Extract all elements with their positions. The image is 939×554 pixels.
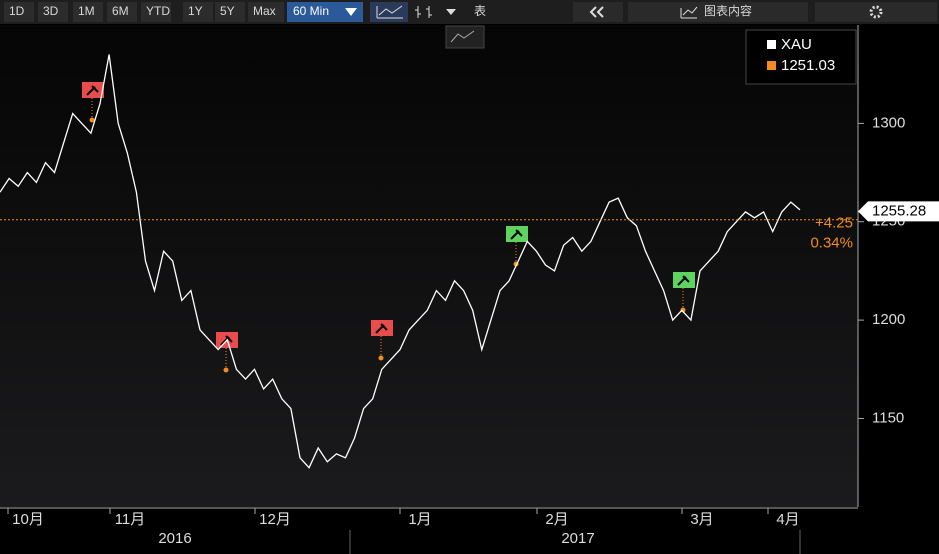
legend-value: 1251.03 <box>781 57 835 74</box>
range-button[interactable] <box>183 2 213 22</box>
x-tick-label: 12月 <box>259 511 291 528</box>
range-button[interactable] <box>215 2 245 22</box>
range-label[interactable]: 1M <box>78 4 95 18</box>
dropdown-arrow <box>345 8 357 16</box>
legend <box>745 29 857 85</box>
range-button[interactable] <box>248 2 284 22</box>
x-axis-band <box>0 508 858 554</box>
legend-label: XAU <box>781 36 812 53</box>
collapse-icon <box>589 6 604 18</box>
range-label[interactable]: 1D <box>9 4 25 18</box>
x-tick-label: 2月 <box>545 511 568 528</box>
flag-dot <box>223 367 229 373</box>
chart-icon <box>376 5 403 19</box>
chart-type-button[interactable] <box>370 2 408 22</box>
settings-button[interactable] <box>815 2 937 22</box>
last-price-tag <box>858 201 939 222</box>
range-button[interactable] <box>38 2 68 22</box>
range-button[interactable] <box>141 2 171 22</box>
x-tick-label: 11月 <box>115 511 146 528</box>
change: +4.25 <box>815 215 853 232</box>
change-pct: 0.34% <box>810 235 853 252</box>
study-icon <box>450 30 475 43</box>
x-tick-label: 3月 <box>690 511 713 528</box>
range-label[interactable]: YTD <box>146 4 170 18</box>
legend-swatch <box>767 61 776 70</box>
range-button[interactable] <box>4 2 34 22</box>
bars-icon[interactable] <box>415 6 432 18</box>
x-tick-label: 10月 <box>12 511 44 528</box>
flag-icon <box>86 85 99 96</box>
interval-label[interactable]: 60 Min <box>293 4 329 18</box>
flag-icon <box>510 229 523 240</box>
range-label[interactable]: 6M <box>112 4 129 18</box>
year-label: 2017 <box>561 530 594 547</box>
chart-content-button[interactable] <box>628 2 808 22</box>
flag-icon <box>375 323 388 334</box>
range-button[interactable] <box>107 2 137 22</box>
price-line <box>0 54 801 469</box>
flag-icon <box>220 335 233 346</box>
chart-content-label[interactable]: 图表内容 <box>704 3 752 18</box>
settings-icon <box>869 5 883 19</box>
range-label[interactable]: 5Y <box>220 4 235 18</box>
flag-dot <box>378 355 384 361</box>
legend-swatch <box>767 40 776 49</box>
plot-area <box>0 25 858 507</box>
range-label[interactable]: 1Y <box>188 4 203 18</box>
flag-dot <box>89 117 95 123</box>
content-icon <box>680 6 698 19</box>
range-button[interactable] <box>73 2 103 22</box>
flag-icon <box>677 275 690 286</box>
x-tick-label: 4月 <box>776 511 799 528</box>
range-label[interactable]: Max <box>253 4 276 18</box>
y-tick-label: 1300 <box>872 114 905 131</box>
interval-button[interactable] <box>287 2 363 22</box>
y-tick-label: 1200 <box>872 311 905 328</box>
range-label[interactable]: 3D <box>43 4 59 18</box>
x-tick-label: 1月 <box>408 511 431 528</box>
y-tick-label: 1150 <box>872 409 904 426</box>
year-label: 2016 <box>158 530 191 547</box>
last-price: 1255.28 <box>872 202 926 219</box>
dropdown-arrow[interactable] <box>446 9 456 15</box>
table-button[interactable]: 表 <box>474 4 486 18</box>
